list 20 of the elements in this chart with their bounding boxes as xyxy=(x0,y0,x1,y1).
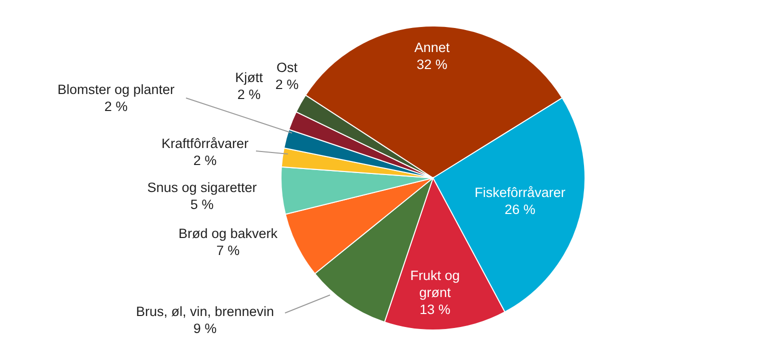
slice-label: Blomster og planter xyxy=(57,82,176,97)
data-label: 32 % xyxy=(416,57,448,72)
data-label: 7 % xyxy=(216,243,240,258)
data-label: 5 % xyxy=(190,197,214,212)
slice-label: Kraftfôrråvarer xyxy=(161,136,250,151)
data-label: 26 % xyxy=(504,202,536,217)
slice-label: Frukt og grønt xyxy=(410,268,460,300)
slice-label: Ost xyxy=(276,60,298,75)
data-label: 2 % xyxy=(275,77,299,92)
slice-label: Kjøtt xyxy=(235,70,264,85)
slice-label: Snus og sigaretter xyxy=(147,180,258,195)
slice-label: Annet xyxy=(414,40,450,55)
data-label: 2 % xyxy=(237,87,261,102)
data-label: 2 % xyxy=(193,153,217,168)
data-label: 13 % xyxy=(420,302,450,317)
slice-label: Brød og bakverk xyxy=(178,226,278,241)
slice-label: Brus, øl, vin, brennevin xyxy=(136,304,274,319)
slice-label: Fiskefôrråvarer xyxy=(474,185,566,200)
data-label: 9 % xyxy=(193,321,217,336)
data-label: 2 % xyxy=(104,99,128,114)
